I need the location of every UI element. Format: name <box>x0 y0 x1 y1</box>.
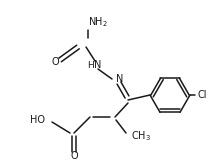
Text: N: N <box>94 60 102 70</box>
Text: HO: HO <box>30 115 45 125</box>
Text: Cl: Cl <box>198 90 207 100</box>
Text: H: H <box>88 60 94 70</box>
Text: N: N <box>116 74 123 84</box>
Text: O: O <box>70 151 78 161</box>
Text: CH$_3$: CH$_3$ <box>131 129 151 143</box>
Text: NH$_2$: NH$_2$ <box>88 15 108 29</box>
Text: O: O <box>51 57 59 67</box>
